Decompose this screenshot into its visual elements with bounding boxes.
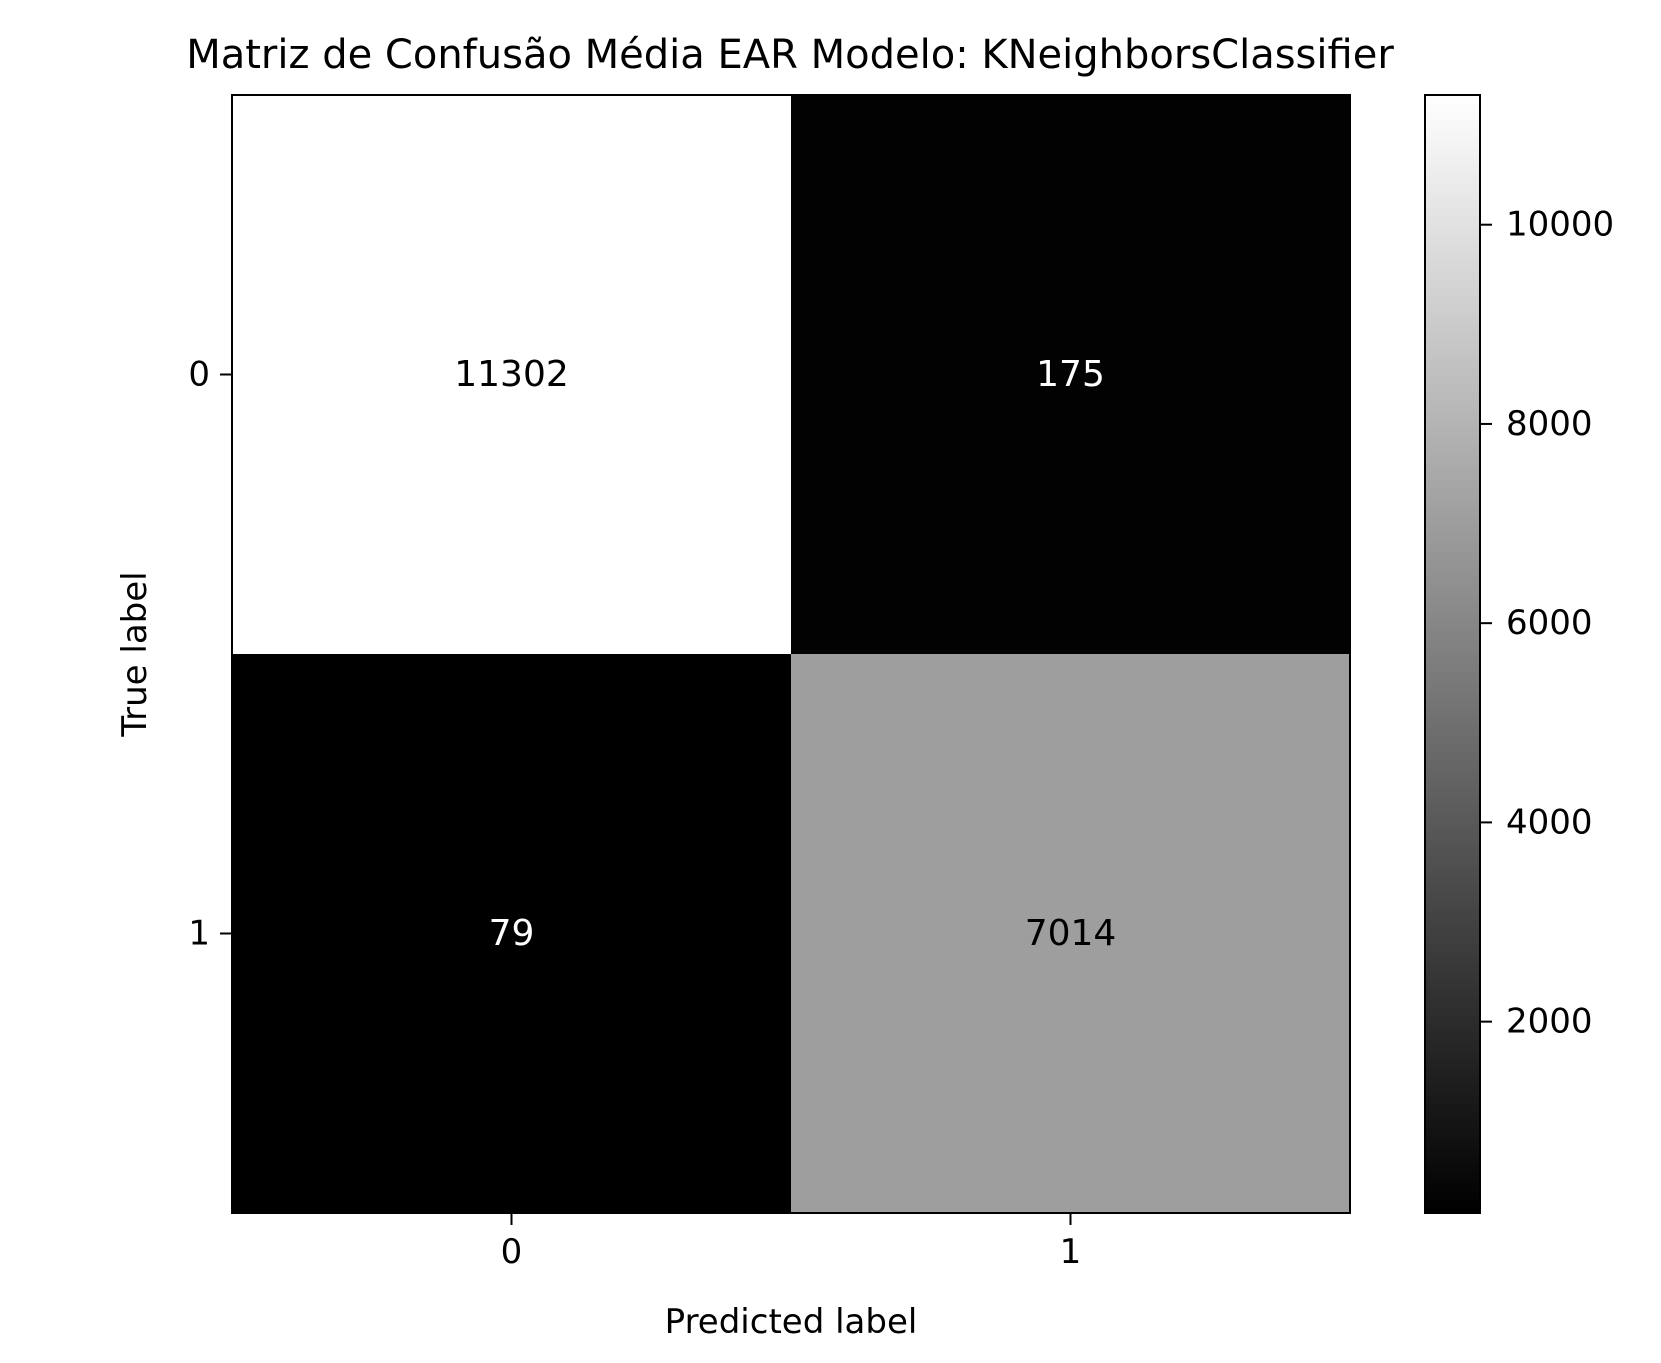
heatmap-cell bbox=[791, 95, 1350, 654]
heatmap-cell bbox=[232, 95, 791, 654]
colorbar-tick-label: 8000 bbox=[1506, 404, 1593, 444]
chart-title: Matriz de Confusão Média EAR Modelo: KNe… bbox=[186, 32, 1394, 78]
heatmap-cell bbox=[232, 654, 791, 1213]
x-tick-label: 1 bbox=[1060, 1232, 1082, 1272]
heatmap-cell bbox=[791, 654, 1350, 1213]
cell-value-label: 175 bbox=[1036, 354, 1105, 395]
x-tick-label: 0 bbox=[501, 1232, 523, 1272]
y-axis-label: True label bbox=[115, 571, 155, 737]
colorbar-tick-label: 4000 bbox=[1506, 802, 1593, 842]
x-axis-label: Predicted label bbox=[665, 1302, 918, 1342]
heatmap-cells bbox=[232, 95, 1350, 1213]
colorbar-ticks: 2000 4000 6000 8000 10000 bbox=[1480, 205, 1614, 1042]
y-axis-ticks: 01 bbox=[188, 355, 232, 954]
y-tick-label: 0 bbox=[188, 355, 210, 395]
colorbar-tick-label: 6000 bbox=[1506, 603, 1593, 643]
cell-value-label: 79 bbox=[489, 913, 535, 954]
colorbar-tick-label: 2000 bbox=[1506, 1002, 1593, 1042]
colorbar bbox=[1424, 94, 1481, 1214]
colorbar-tick-label: 10000 bbox=[1506, 205, 1614, 245]
cell-value-labels: 11302 175 79 7014 bbox=[454, 354, 1116, 954]
plot-frame bbox=[231, 94, 1351, 1214]
y-tick-label: 1 bbox=[188, 914, 210, 954]
cell-value-label: 11302 bbox=[454, 354, 569, 395]
cell-value-label: 7014 bbox=[1025, 913, 1117, 954]
